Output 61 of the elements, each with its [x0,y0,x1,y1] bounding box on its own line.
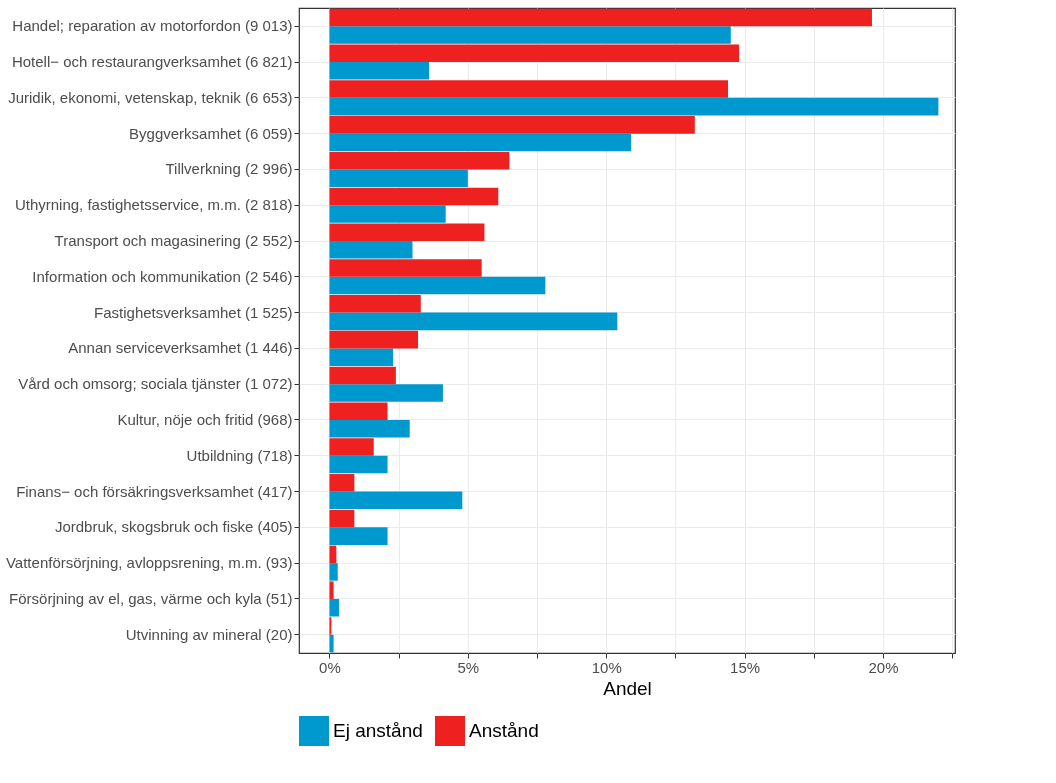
bar [329,276,546,295]
bar [329,133,632,152]
y-tick-label: Hotell− och restaurangverksamhet (6 821) [11,53,293,71]
bar [329,634,334,653]
bar [329,438,374,456]
bar [329,474,355,492]
bar [329,419,410,438]
bar [329,491,463,510]
y-tick-label: Finans− och försäkringsverksamhet (417) [16,482,293,500]
x-tick-label: 15% [730,658,761,676]
y-tick-label: Kultur, nöje och fritid (968) [117,410,293,428]
bar [329,509,355,528]
bar [329,151,510,170]
y-tick-label: Byggverksamhet (6 059) [129,124,293,142]
bar [329,330,419,349]
y-tick-label: Vård och omsorg; sociala tjänster (1 072) [18,375,293,393]
x-tick-label: 0% [319,658,341,676]
bar [329,455,388,474]
y-tick-label: Handel; reparation av motorfordon (9 013) [12,17,293,35]
legend-label: Ej anstånd [333,720,423,741]
bar [329,205,446,223]
bar [329,62,430,80]
bar [329,259,482,277]
y-tick-label: Transport och magasinering (2 552) [54,232,293,250]
bar [329,26,731,44]
y-tick-label: Jordbruk, skogsbruk och fiske (405) [54,518,293,536]
bar [329,581,334,599]
bar [329,366,396,385]
bar [329,527,388,545]
bar [329,312,618,331]
y-tick-label: Juridik, ekonomi, vetenskap, teknik (6 653) [8,88,293,106]
x-tick-label: 10% [591,658,622,676]
y-tick-label: Uthyrning, fastighetsservice, m.m. (2 818) [14,196,293,214]
y-tick-label: Försörjning av el, gas, värme och kyla (51) [9,589,293,607]
y-tick-label: Utbildning (718) [186,446,293,464]
bar [329,384,443,402]
bar [329,598,340,617]
bar [329,169,468,187]
bar [329,545,337,564]
legend-label: Anstånd [469,720,539,741]
bar [329,97,939,116]
y-tick-label: Annan serviceverksamhet (1 446) [68,339,293,357]
bar [329,187,499,206]
bar [329,223,485,242]
y-tick-label: Fastighetsverksamhet (1 525) [94,303,293,321]
y-tick-label: Tillverkning (2 996) [165,160,293,178]
bar [329,116,695,134]
y-tick-label: Utvinning av mineral (20) [125,625,293,643]
bar [329,348,394,366]
bar [329,295,421,313]
x-tick-label: 20% [868,658,899,676]
bar [329,241,413,259]
x-tick-label: 5% [457,658,480,676]
y-tick-label: Information och kommunikation (2 546) [32,267,293,285]
bar [329,80,729,98]
bar [329,402,388,420]
x-axis-title: Andel [603,677,652,699]
bar [329,44,740,63]
bar [329,8,872,27]
y-tick-label: Vattenförsörjning, avloppsrening, m.m. (93) [5,554,293,572]
bar [329,563,338,581]
